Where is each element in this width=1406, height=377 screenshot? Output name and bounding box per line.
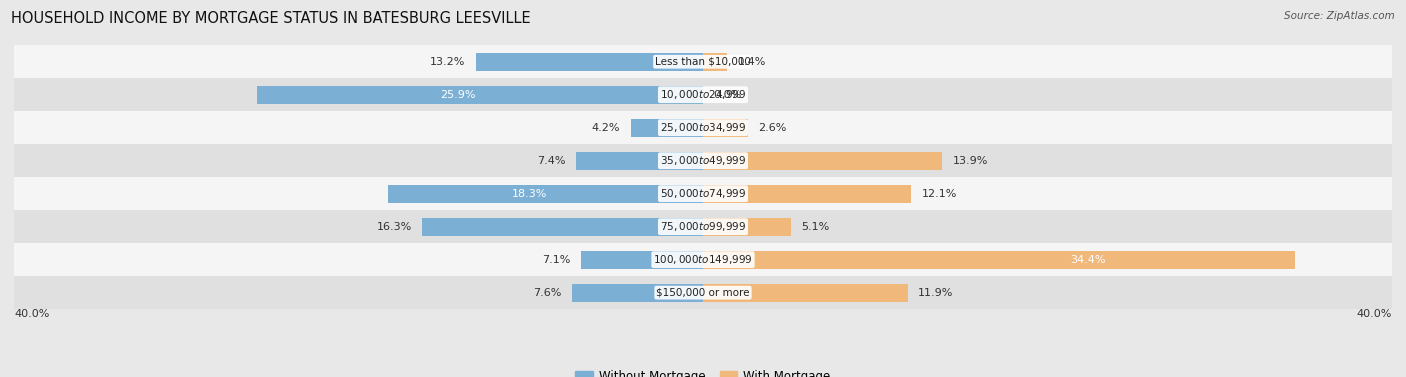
- Bar: [703, 185, 911, 203]
- Bar: [14, 78, 1392, 111]
- Text: 7.1%: 7.1%: [541, 254, 571, 265]
- Text: 40.0%: 40.0%: [14, 309, 49, 319]
- Bar: [422, 218, 703, 236]
- Text: 11.9%: 11.9%: [918, 288, 953, 298]
- Bar: [14, 177, 1392, 210]
- Bar: [703, 119, 748, 137]
- Bar: [14, 210, 1392, 243]
- Text: $150,000 or more: $150,000 or more: [657, 288, 749, 298]
- Text: 13.2%: 13.2%: [430, 57, 465, 67]
- Text: $25,000 to $34,999: $25,000 to $34,999: [659, 121, 747, 134]
- Text: 25.9%: 25.9%: [440, 90, 475, 100]
- Bar: [14, 243, 1392, 276]
- Bar: [388, 185, 703, 203]
- Text: 4.2%: 4.2%: [592, 123, 620, 133]
- Bar: [703, 152, 942, 170]
- Text: 1.4%: 1.4%: [738, 57, 766, 67]
- Text: $50,000 to $74,999: $50,000 to $74,999: [659, 187, 747, 200]
- Text: 34.4%: 34.4%: [1070, 254, 1107, 265]
- Legend: Without Mortgage, With Mortgage: Without Mortgage, With Mortgage: [571, 365, 835, 377]
- Bar: [257, 86, 703, 104]
- Bar: [572, 284, 703, 302]
- Text: HOUSEHOLD INCOME BY MORTGAGE STATUS IN BATESBURG LEESVILLE: HOUSEHOLD INCOME BY MORTGAGE STATUS IN B…: [11, 11, 531, 26]
- Bar: [14, 45, 1392, 78]
- Bar: [703, 218, 790, 236]
- Bar: [14, 111, 1392, 144]
- Text: Less than $10,000: Less than $10,000: [655, 57, 751, 67]
- Text: 12.1%: 12.1%: [922, 188, 957, 199]
- Text: 7.4%: 7.4%: [537, 156, 565, 166]
- Bar: [575, 152, 703, 170]
- Text: 16.3%: 16.3%: [377, 222, 412, 232]
- Bar: [14, 276, 1392, 309]
- Text: 2.6%: 2.6%: [758, 123, 786, 133]
- Text: Source: ZipAtlas.com: Source: ZipAtlas.com: [1284, 11, 1395, 21]
- Text: 7.6%: 7.6%: [533, 288, 562, 298]
- Bar: [703, 53, 727, 71]
- Bar: [475, 53, 703, 71]
- Bar: [631, 119, 703, 137]
- Bar: [581, 251, 703, 269]
- Text: $100,000 to $149,999: $100,000 to $149,999: [654, 253, 752, 266]
- Text: $10,000 to $24,999: $10,000 to $24,999: [659, 88, 747, 101]
- Text: $75,000 to $99,999: $75,000 to $99,999: [659, 220, 747, 233]
- Text: 5.1%: 5.1%: [801, 222, 830, 232]
- Bar: [703, 251, 1295, 269]
- Text: 13.9%: 13.9%: [953, 156, 988, 166]
- Text: $35,000 to $49,999: $35,000 to $49,999: [659, 154, 747, 167]
- Text: 40.0%: 40.0%: [1357, 309, 1392, 319]
- Bar: [14, 144, 1392, 177]
- Text: 0.0%: 0.0%: [713, 90, 741, 100]
- Text: 18.3%: 18.3%: [512, 188, 547, 199]
- Bar: [703, 284, 908, 302]
